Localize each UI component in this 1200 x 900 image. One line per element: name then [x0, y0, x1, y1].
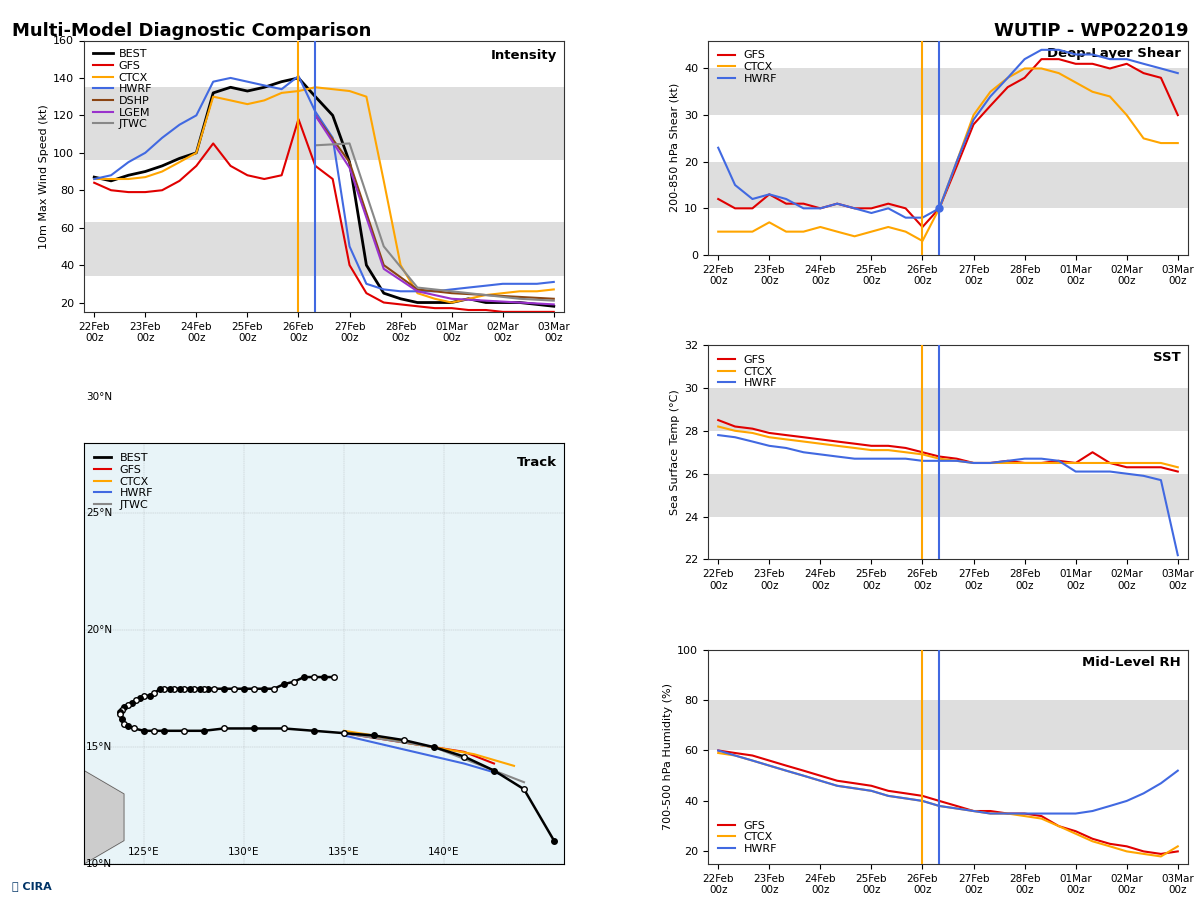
- Y-axis label: 200-850 hPa Shear (kt): 200-850 hPa Shear (kt): [670, 83, 680, 212]
- Text: Multi-Model Diagnostic Comparison: Multi-Model Diagnostic Comparison: [12, 22, 371, 40]
- Text: 130°E: 130°E: [228, 847, 259, 857]
- Legend: BEST, GFS, CTCX, HWRF, DSHP, LGEM, JTWC: BEST, GFS, CTCX, HWRF, DSHP, LGEM, JTWC: [90, 46, 155, 132]
- Y-axis label: 10m Max Wind Speed (kt): 10m Max Wind Speed (kt): [38, 104, 49, 248]
- Text: SST: SST: [1153, 352, 1181, 365]
- Text: 30°N: 30°N: [86, 392, 112, 401]
- Y-axis label: Sea Surface Temp (°C): Sea Surface Temp (°C): [670, 390, 680, 515]
- Text: Deep-Layer Shear: Deep-Layer Shear: [1046, 47, 1181, 60]
- Text: WUTIP - WP022019: WUTIP - WP022019: [994, 22, 1188, 40]
- Text: 140°E: 140°E: [428, 847, 460, 857]
- Bar: [84, 222, 564, 276]
- Text: 20°N: 20°N: [86, 626, 112, 635]
- Text: Track: Track: [517, 456, 557, 469]
- Bar: [708, 68, 1188, 115]
- Text: Mid-Level RH: Mid-Level RH: [1082, 656, 1181, 669]
- Legend: GFS, CTCX, HWRF: GFS, CTCX, HWRF: [714, 351, 781, 392]
- Bar: [708, 473, 1188, 517]
- Polygon shape: [4, 677, 124, 864]
- Y-axis label: 700-500 hPa Humidity (%): 700-500 hPa Humidity (%): [664, 683, 673, 831]
- Bar: [708, 388, 1188, 431]
- Legend: GFS, CTCX, HWRF: GFS, CTCX, HWRF: [714, 46, 781, 88]
- Legend: GFS, CTCX, HWRF: GFS, CTCX, HWRF: [714, 816, 781, 859]
- Text: 135°E: 135°E: [328, 847, 360, 857]
- Text: 25°N: 25°N: [86, 508, 113, 518]
- Text: 125°E: 125°E: [128, 847, 160, 857]
- Legend: BEST, GFS, CTCX, HWRF, JTWC: BEST, GFS, CTCX, HWRF, JTWC: [90, 449, 157, 515]
- Bar: [708, 162, 1188, 208]
- Bar: [84, 87, 564, 160]
- Text: 15°N: 15°N: [86, 742, 113, 752]
- Bar: [708, 700, 1188, 751]
- Text: Intensity: Intensity: [491, 49, 557, 61]
- Text: 10°N: 10°N: [86, 859, 112, 869]
- Text: 🌀 CIRA: 🌀 CIRA: [12, 881, 52, 891]
